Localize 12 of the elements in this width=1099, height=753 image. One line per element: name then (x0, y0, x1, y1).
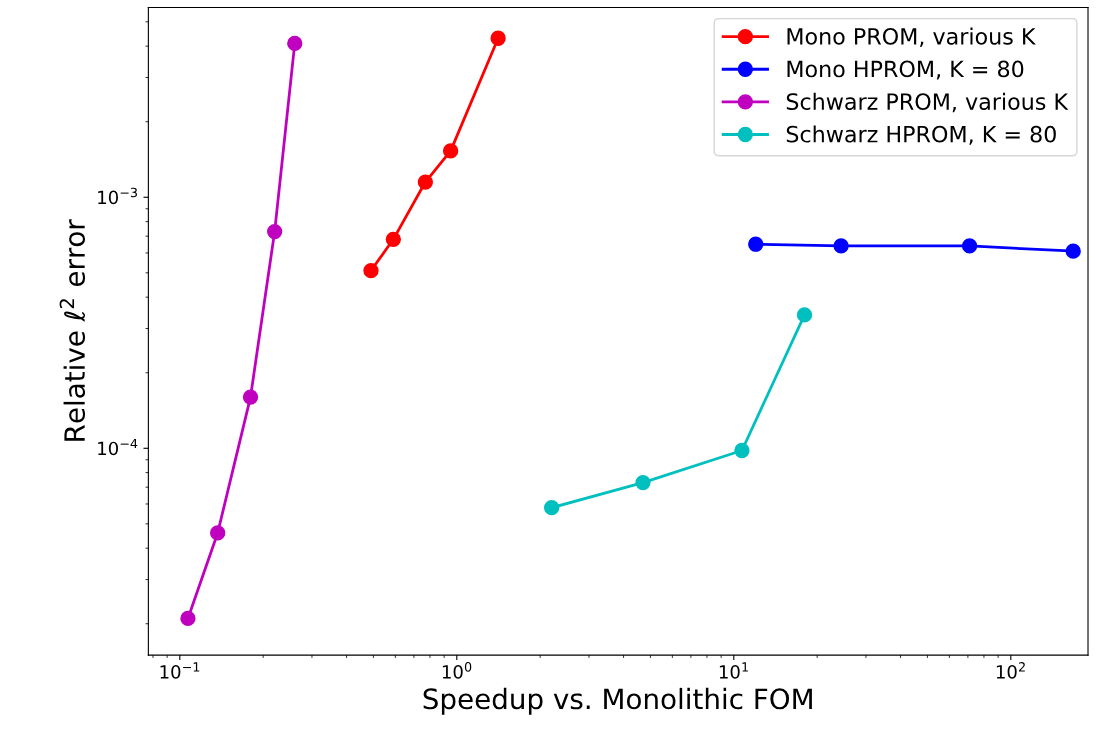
y-axis-title: Relative ℓ$^{2}$ error (59, 219, 86, 441)
x-axis-title: Speedup vs. Monolithic FOM (423, 687, 812, 715)
x-tick-label: 10$^{−1}$ (160, 662, 200, 679)
x-tick-label: 10$^{2}$ (996, 662, 1025, 679)
legend-label: Schwarz PROM, various K (786, 92, 1069, 113)
y-tick-label: 10$^{−3}$ (98, 187, 137, 205)
x-tick-label: 10$^{0}$ (442, 662, 472, 679)
x-tick-label: 10$^{1}$ (719, 662, 748, 679)
legend-label: Mono PROM, various K (787, 27, 1036, 47)
y-tick-label: 10$^{−4}$ (98, 438, 138, 456)
legend-label: Schwarz HPROM, K = 80 (786, 125, 1056, 145)
legend-label: Mono HPROM, K = 80 (787, 60, 1024, 80)
